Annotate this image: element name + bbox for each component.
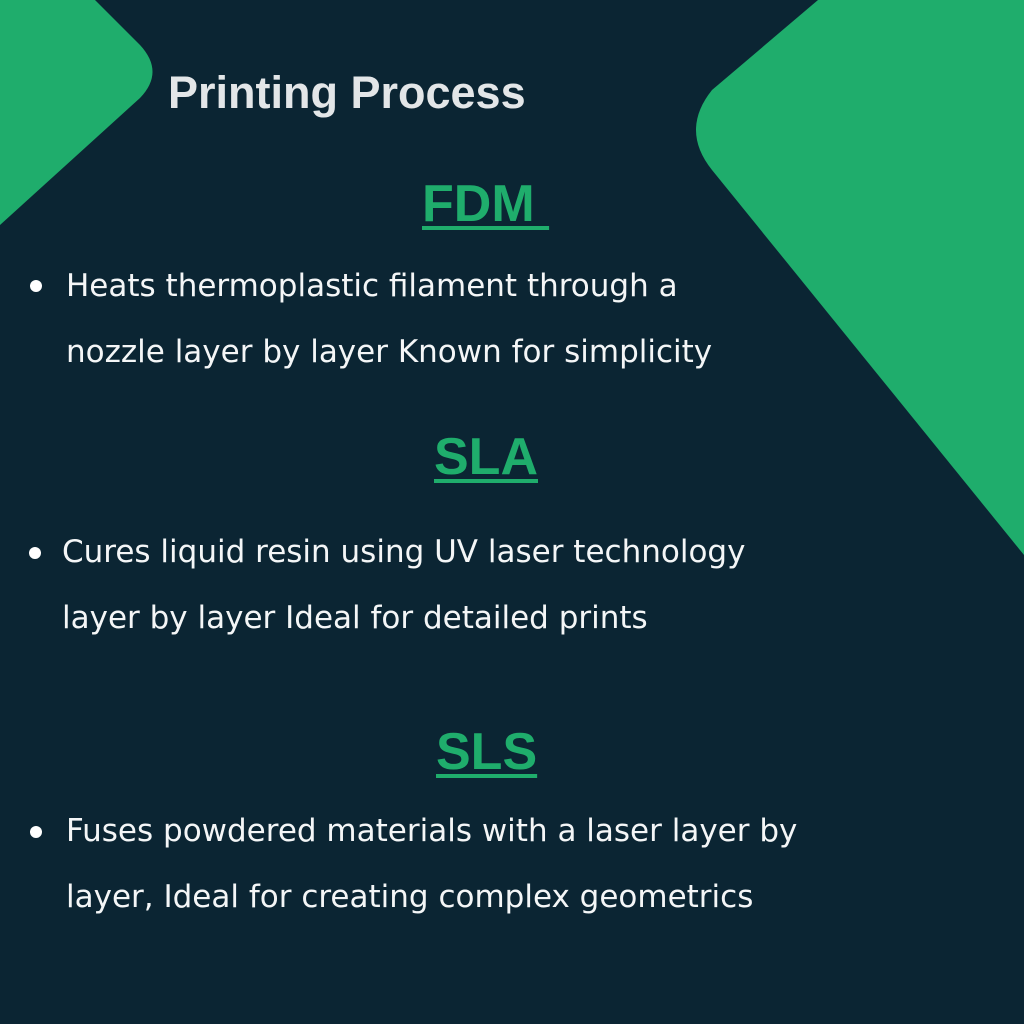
text-line: layer by layer Ideal for detailed prints	[62, 600, 648, 636]
text-line: Cures liquid resin using UV laser techno…	[62, 534, 746, 570]
list-item-text: Fuses powdered materials with a laser la…	[66, 798, 797, 930]
top-left-accent-shape	[0, 0, 153, 225]
text-line: layer, Ideal for creating complex geomet…	[66, 879, 754, 915]
text-line: nozzle layer by layer Known for simplici…	[66, 334, 713, 370]
list-item-text: Cures liquid resin using UV laser techno…	[62, 519, 745, 651]
top-right-accent-shape	[696, 0, 1024, 555]
page-title: Printing Process	[168, 67, 526, 118]
list-item-text: Heats thermoplastic filament through a n…	[66, 253, 712, 385]
bullet-icon	[30, 826, 42, 838]
section-heading-sla: SLA	[434, 428, 538, 486]
text-line: Heats thermoplastic filament through a	[66, 268, 678, 304]
section-heading-sls: SLS	[436, 723, 538, 781]
bullet-icon	[30, 280, 42, 292]
text-line: Fuses powdered materials with a laser la…	[66, 813, 798, 849]
bullet-icon	[29, 547, 41, 559]
section-heading-fdm: FDM	[422, 175, 550, 233]
